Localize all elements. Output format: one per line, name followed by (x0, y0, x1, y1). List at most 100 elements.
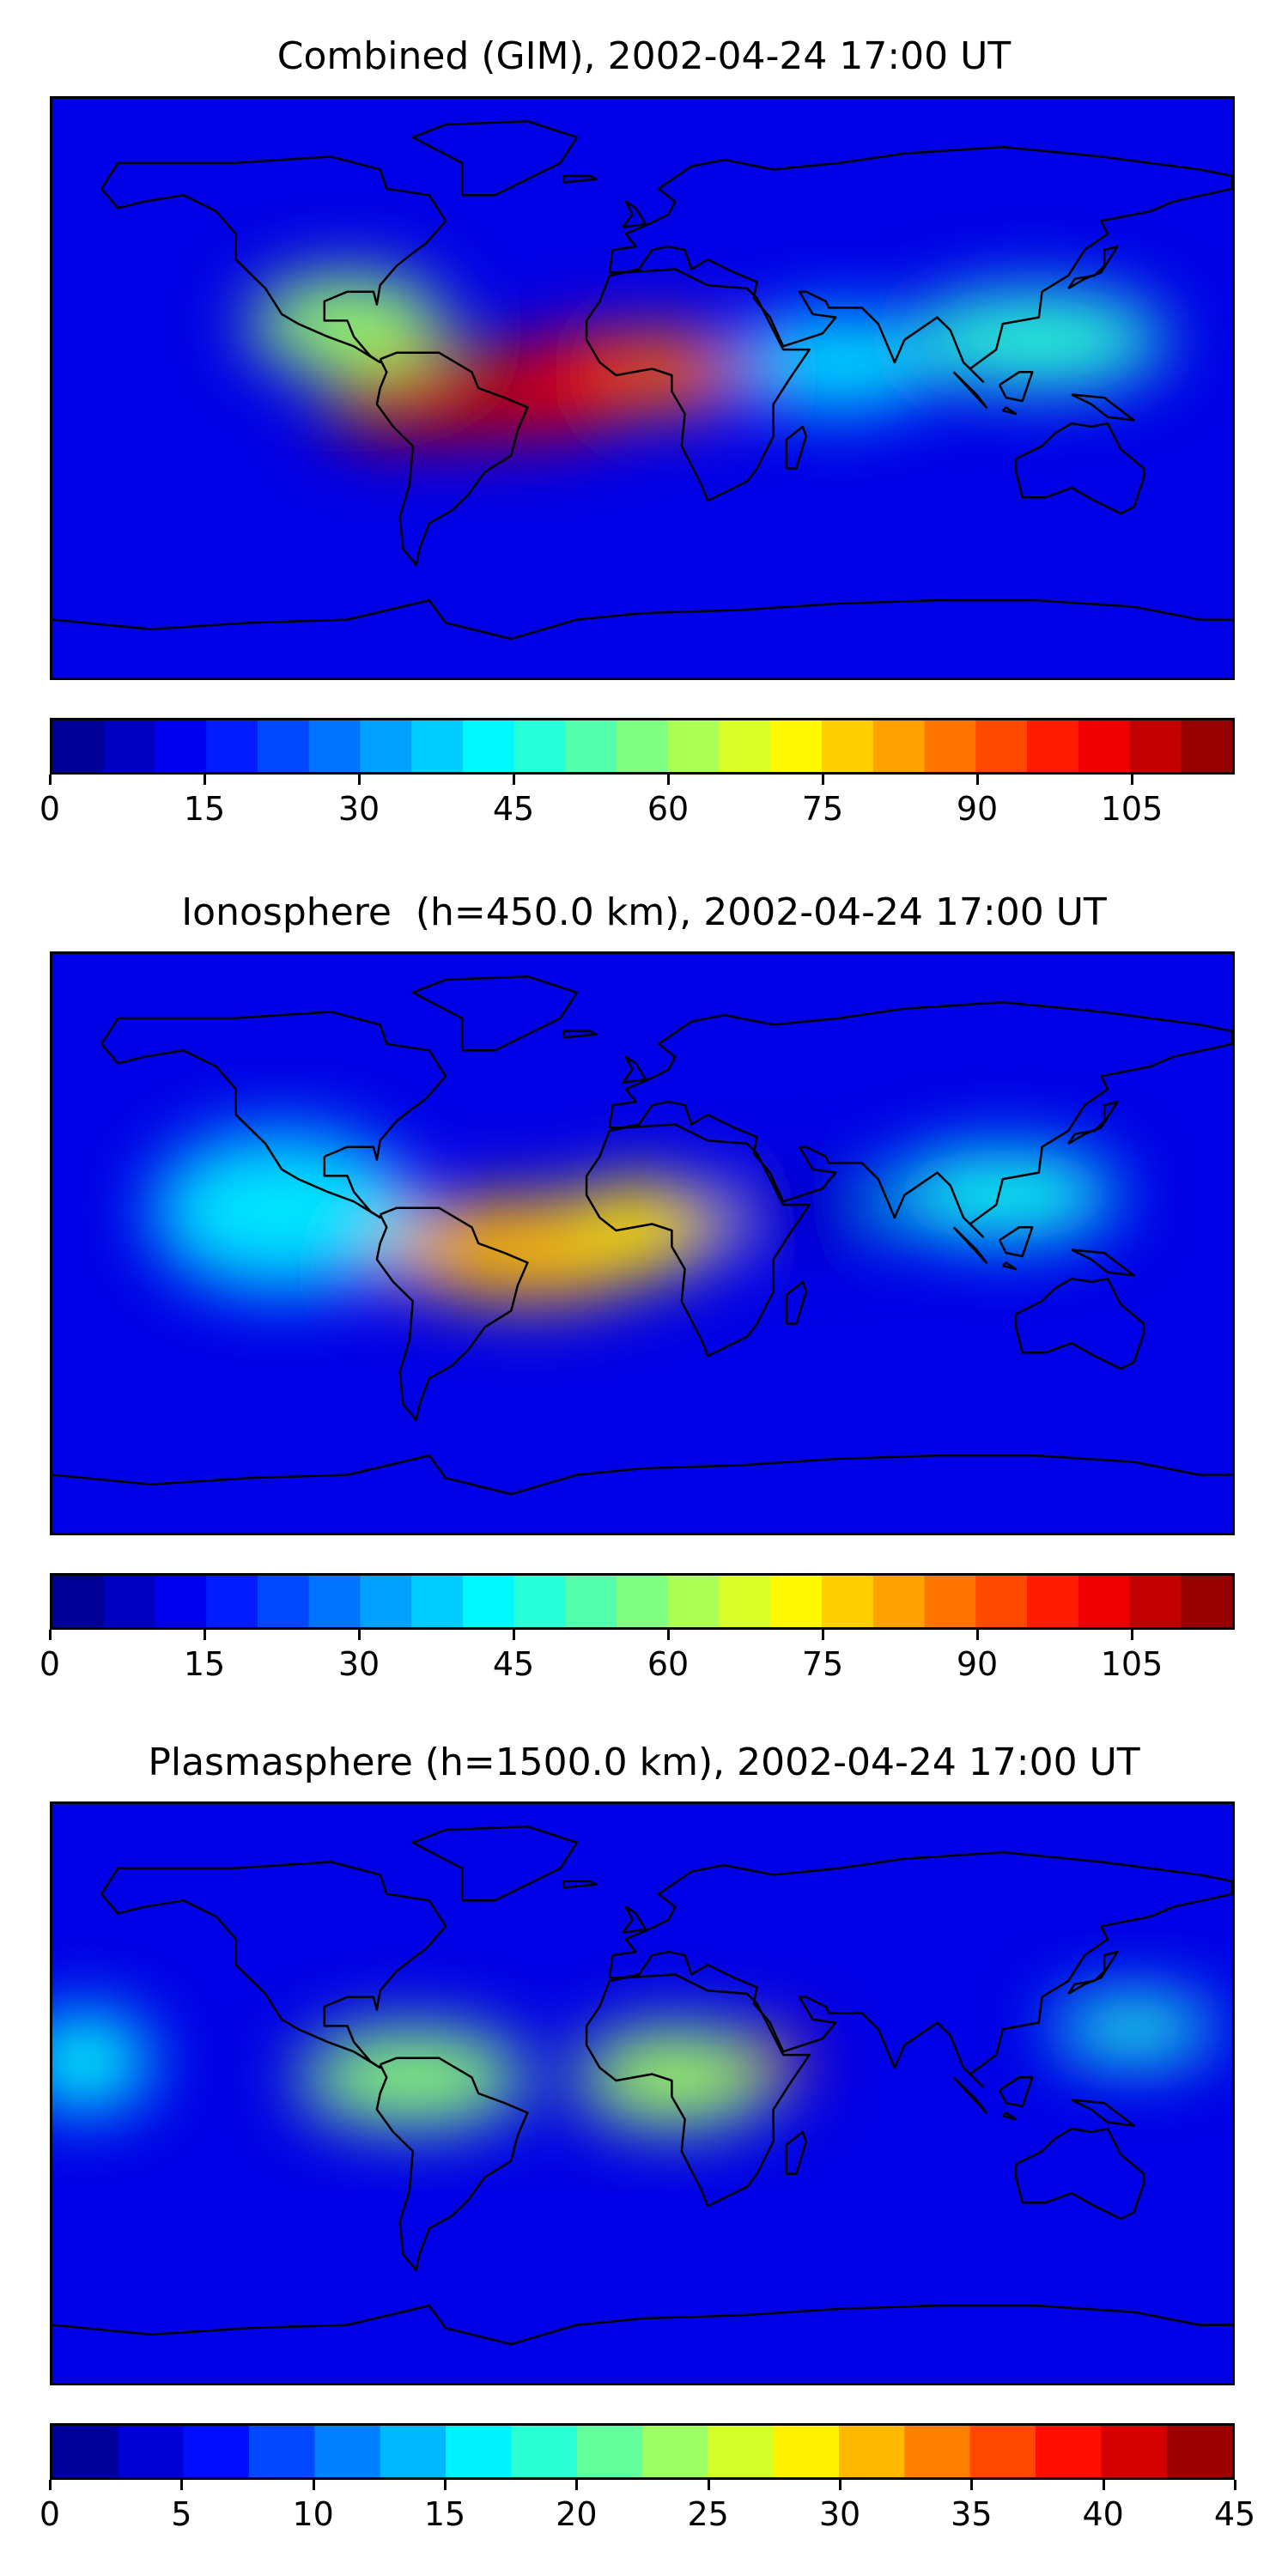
colorbar-tick (707, 2480, 710, 2490)
colorbar-tick (667, 1630, 670, 1640)
coastline (100, 155, 447, 364)
colorbar-segment (904, 2426, 971, 2477)
colorbar-segment (118, 2426, 185, 2477)
coastline (1014, 2127, 1145, 2221)
colorbar-segment (565, 720, 617, 772)
value-region (576, 2029, 774, 2126)
coastline (375, 351, 529, 567)
coastline (952, 371, 988, 409)
colorbar-segment (576, 2426, 643, 2477)
colorbar-segment (360, 720, 412, 772)
colorbar-tick (180, 2480, 184, 2490)
colorbar-segment (1166, 2426, 1232, 2477)
colorbar-segment (770, 1576, 823, 1627)
colorbar-segment (52, 2426, 119, 2477)
colorbar-tick-label: 45 (1213, 2495, 1256, 2533)
colorbar-tick (312, 2480, 315, 2490)
coastline (585, 1973, 811, 2208)
colorbar-segment (155, 1576, 208, 1627)
colorbar-segment (1078, 720, 1131, 772)
colorbar-tick-label: 30 (337, 790, 380, 828)
coastline (1071, 393, 1135, 422)
coastline (1014, 422, 1145, 515)
coastline (375, 2057, 529, 2272)
colorbar-segment (411, 720, 464, 772)
value-region (560, 1182, 725, 1273)
colorbar-segment (617, 1576, 669, 1627)
coastline (562, 1880, 598, 1889)
value-region (904, 291, 1167, 388)
colorbar-segment (206, 1576, 258, 1627)
colorbar-segment (872, 720, 926, 772)
colorbar-tick (1131, 1630, 1133, 1640)
value-region (740, 313, 938, 411)
coastline (52, 2304, 1232, 2346)
colorbar-segment (314, 2426, 381, 2477)
colorbar-segment (513, 1576, 567, 1627)
colorbar-segment (1129, 1576, 1182, 1627)
colorbar-tick (204, 1630, 206, 1640)
colorbar-segment (52, 1576, 105, 1627)
colorbar-segment (249, 2426, 316, 2477)
coastline (622, 1905, 647, 1935)
colorbar-segment (1027, 720, 1079, 772)
colorbar-segment (360, 1576, 412, 1627)
coastline (785, 1280, 808, 1325)
colorbar-segment (822, 720, 874, 772)
value-region (249, 275, 446, 373)
colorbar-segment (1027, 1576, 1079, 1627)
panel-3-title: Plasmasphere (h=1500.0 km), 2002-04-24 1… (148, 1741, 1140, 1784)
colorbar-segment (462, 720, 515, 772)
colorbar-tick-label: 10 (292, 2495, 334, 2533)
value-region (609, 333, 741, 411)
colorbar-tick-label: 15 (183, 790, 226, 828)
colorbar-tick (976, 775, 979, 785)
coastline (998, 2076, 1034, 2108)
colorbar-segment (969, 2426, 1036, 2477)
colorbar-tick-label: 25 (687, 2495, 729, 2533)
colorbar-segment (1101, 2426, 1168, 2477)
colorbar-tick-label: 30 (337, 1645, 380, 1683)
colorbar-tick (49, 1630, 52, 1640)
colorbar-tick (204, 775, 206, 785)
panel-2-map (50, 951, 1235, 1535)
colorbar-tick-label: 15 (183, 1645, 226, 1683)
coastline (411, 975, 578, 1052)
coastline (1071, 1249, 1135, 1277)
coastline (622, 1055, 647, 1084)
colorbar-segment (411, 1576, 464, 1627)
colorbar-tick (513, 1630, 515, 1640)
colorbar-segment (446, 2426, 513, 2477)
colorbar-tick (970, 2480, 974, 2490)
colorbar-tick (444, 2480, 447, 2490)
panel-3-map (50, 1801, 1235, 2385)
coastline (1001, 2111, 1018, 2121)
colorbar-segment (103, 1576, 156, 1627)
colorbar-tick-label: 40 (1082, 2495, 1124, 2533)
colorbar-tick-label: 45 (492, 790, 535, 828)
colorbar-tick (822, 1630, 824, 1640)
colorbar-segment (719, 720, 772, 772)
colorbar-tick-label: 30 (818, 2495, 861, 2533)
colorbar-segment (513, 720, 567, 772)
panel-1-title: Combined (GIM), 2002-04-24 17:00 UT (276, 34, 1012, 78)
colorbar-tick-label: 75 (801, 1645, 844, 1683)
colorbar-tick (839, 2480, 841, 2490)
colorbar-tick (822, 775, 824, 785)
coastline (608, 1000, 1232, 1238)
colorbar-segment (52, 720, 105, 772)
colorbar-segment (1181, 720, 1232, 772)
colorbar-segment (667, 720, 720, 772)
colorbar-segment (462, 1576, 515, 1627)
colorbar-tick-label: 35 (951, 2495, 993, 2533)
panel-3-colorbar (50, 2423, 1235, 2480)
colorbar-segment (103, 720, 156, 772)
colorbar-segment (642, 2426, 709, 2477)
coastline (608, 145, 1232, 383)
colorbar-tick (513, 775, 515, 785)
coastline (622, 200, 647, 229)
value-region (150, 1130, 413, 1292)
colorbar-segment (975, 1576, 1028, 1627)
colorbar-segment (565, 1576, 617, 1627)
coastline (52, 1454, 1232, 1496)
